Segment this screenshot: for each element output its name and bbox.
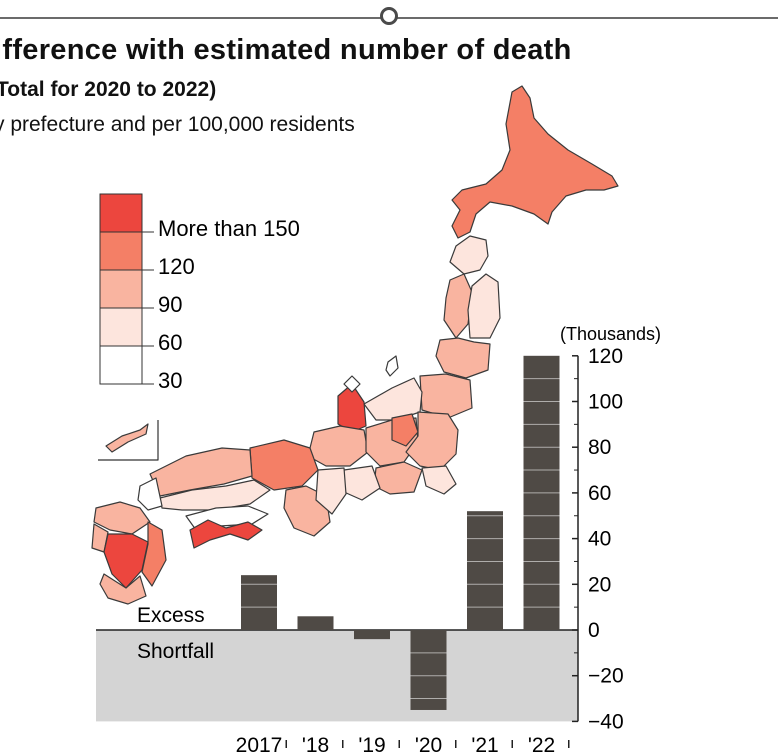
map-region-fukushima xyxy=(419,373,473,419)
shortfall-label: Shortfall xyxy=(137,640,214,663)
map-region-iwate xyxy=(467,273,501,339)
shortfall-region xyxy=(96,630,578,722)
map-region-hokkaido xyxy=(451,85,619,239)
bar-18 xyxy=(297,616,334,630)
chart-title: ifference with estimated number of death xyxy=(0,34,572,66)
map-inset-frame xyxy=(98,420,159,461)
legend-swatch xyxy=(99,269,143,309)
map-region-niigata xyxy=(363,377,423,421)
y-tick-label: 0 xyxy=(588,619,600,642)
legend-swatch xyxy=(99,193,143,233)
map-region-miyagi-yamagata xyxy=(435,337,491,379)
y-unit-label: (Thousands) xyxy=(560,324,661,344)
y-tick-label: 80 xyxy=(588,436,611,459)
bar-20 xyxy=(410,630,447,710)
map-region-mie xyxy=(315,467,347,515)
map-region-aichi xyxy=(343,465,381,501)
legend-label: 120 xyxy=(158,254,195,279)
legend-label: 60 xyxy=(158,330,182,355)
legend-swatch xyxy=(99,307,143,347)
bar-series xyxy=(241,355,560,710)
x-tick-label: '22 xyxy=(528,734,555,755)
y-tick-label: 100 xyxy=(588,391,623,414)
bar-21 xyxy=(467,511,503,630)
x-tick-label: '21 xyxy=(471,734,498,755)
x-tick-label: '18 xyxy=(302,734,329,755)
bar-19 xyxy=(354,630,390,640)
japan-prefecture-map xyxy=(91,85,619,605)
map-region-aomori xyxy=(449,235,489,275)
map-region-kagoshima xyxy=(99,573,147,605)
map-region-noto xyxy=(343,375,361,393)
excess-label: Excess xyxy=(137,604,205,627)
map-region-yamaguchi xyxy=(137,477,163,511)
x-tick-label: '19 xyxy=(358,734,385,755)
y-tick-label: 20 xyxy=(588,573,611,596)
map-region-chugoku-north xyxy=(149,447,253,497)
x-tick-label: '20 xyxy=(415,734,442,755)
map-region-kochi xyxy=(189,519,263,549)
map-region-sado xyxy=(385,355,399,377)
y-tick-label: 40 xyxy=(588,528,611,551)
legend-label: 90 xyxy=(158,292,182,317)
circle-handle-icon xyxy=(380,7,398,25)
y-tick-label: −40 xyxy=(588,710,624,733)
legend-swatch xyxy=(99,345,143,385)
map-region-chugoku-south xyxy=(159,479,271,511)
chart-subtitle-unit: y prefecture and per 100,000 residents xyxy=(0,113,355,136)
y-tick-label: 60 xyxy=(588,482,611,505)
x-axis: 2017 '18 '19 '20 '21 '22 xyxy=(236,734,570,755)
x-tick-label: 2017 xyxy=(236,734,283,755)
map-region-shizuoka xyxy=(373,461,423,495)
legend-swatch xyxy=(99,231,143,271)
map-region-miyazaki xyxy=(141,521,167,587)
map-region-kumamoto xyxy=(103,533,149,589)
legend-label: 30 xyxy=(158,368,182,393)
y-tick-label: 120 xyxy=(588,345,623,368)
map-region-tokyo-chiba xyxy=(421,465,457,495)
map-region-gunma xyxy=(391,413,419,447)
map-region-kyushu-north xyxy=(93,501,151,535)
map-legend: More than 150 120 90 60 30 xyxy=(99,193,300,393)
bar-2017 xyxy=(241,575,277,630)
legend-label: More than 150 xyxy=(158,216,300,241)
y-tick-label: −20 xyxy=(588,665,624,688)
map-region-akita xyxy=(443,273,473,339)
map-region-okinawa xyxy=(105,423,149,453)
map-region-chubu-1 xyxy=(307,425,369,467)
y-axis: −40 −20 0 20 40 60 80 100 120 xyxy=(572,345,624,733)
map-region-kinki-north xyxy=(249,439,319,491)
chart-subtitle-period: Total for 2020 to 2022) xyxy=(0,78,217,101)
